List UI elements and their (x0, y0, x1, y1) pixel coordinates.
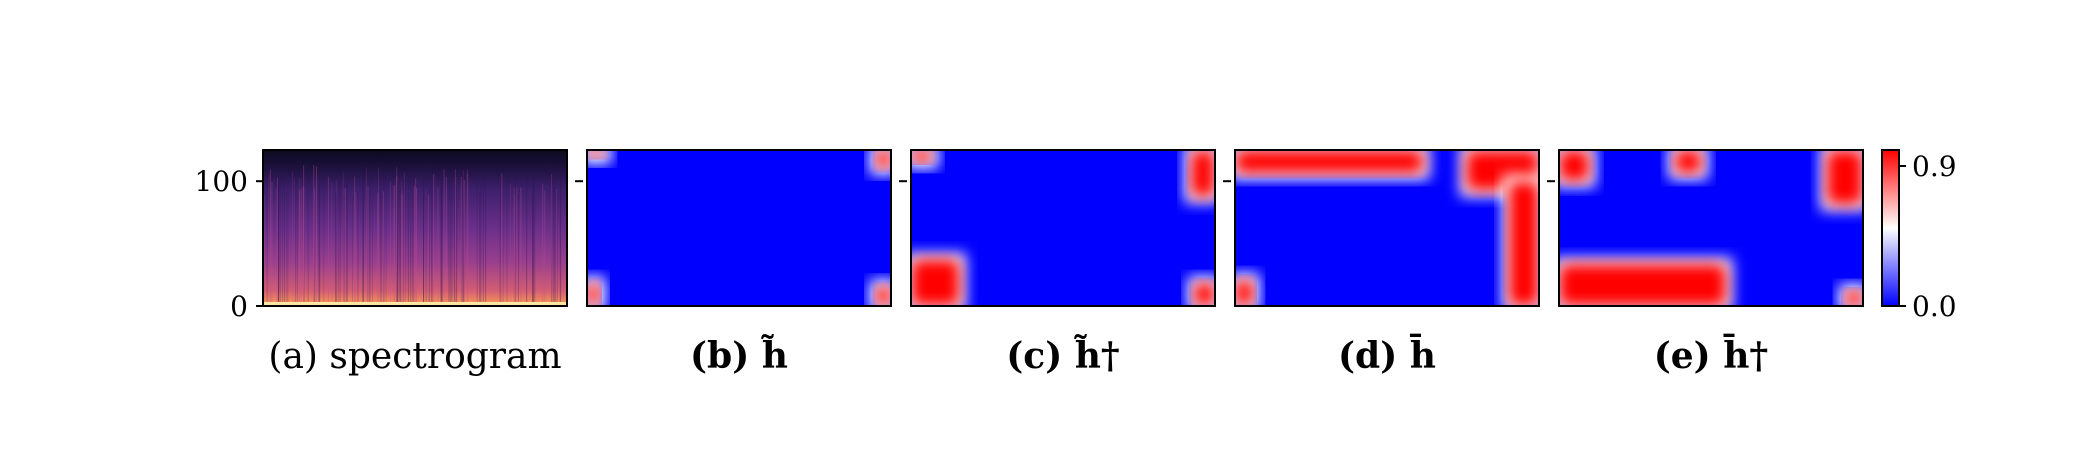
heatmap-h-tilde-dagger-hot-regions (911, 150, 1215, 306)
hot-region (1190, 150, 1215, 197)
hot-region (911, 150, 933, 163)
spectrogram-frame (262, 149, 568, 307)
caption-h-tilde: (b) h̃ (690, 335, 788, 377)
hot-region (1844, 290, 1863, 306)
hot-region (1235, 150, 1424, 174)
hot-region (911, 259, 960, 306)
caption-h-bar-dagger: (e) h̄† (1654, 333, 1769, 377)
hot-region (1826, 150, 1863, 205)
hot-region (1508, 181, 1539, 306)
caption-spectrogram: (a) spectrogram (268, 336, 561, 377)
panel-h-bar: (d) h̄ (1223, 149, 1540, 377)
hot-region (1235, 279, 1254, 306)
heatmap-h-tilde-hot-regions (587, 150, 891, 306)
y-tick-label-100: 100 (195, 165, 248, 198)
heatmap-h-tilde-dagger-frame (910, 149, 1216, 307)
colorbar-label-max: 0.9 (1912, 150, 1957, 183)
spectrogram-texture (263, 165, 567, 306)
y-tick-label-0: 0 (230, 290, 248, 323)
heatmap-h-tilde-frame (586, 149, 892, 307)
hot-region (875, 150, 891, 169)
colorbar: 0.9 0.0 (1881, 149, 1957, 323)
panel-h-tilde: (b) h̃ (575, 149, 892, 377)
panel-h-tilde-dagger: (c) h̃† (899, 149, 1216, 377)
heatmap-h-bar-dagger-hot-regions (1559, 150, 1863, 306)
hot-region (587, 282, 600, 306)
heatmap-h-bar-frame (1234, 149, 1540, 307)
hot-region (1674, 150, 1702, 174)
colorbar-label-min: 0.0 (1912, 290, 1957, 323)
spectrogram-image (263, 150, 567, 306)
caption-h-tilde-dagger: (c) h̃† (1006, 335, 1120, 377)
hot-region (1559, 263, 1727, 306)
panel-h-bar-dagger: (e) h̄† (1547, 149, 1864, 377)
hot-region (1559, 150, 1590, 182)
heatmap-h-tilde-background (587, 150, 891, 306)
colorbar-gradient (1881, 149, 1900, 307)
spectrogram-low-band (263, 302, 567, 306)
hot-region (1193, 282, 1215, 306)
heatmap-h-bar-hot-regions (1235, 150, 1539, 306)
heatmap-h-bar-dagger-frame (1558, 149, 1864, 307)
hot-region (587, 150, 606, 158)
panel-spectrogram: 0 100 (a) spectrogram (195, 149, 568, 377)
caption-h-bar: (d) h̄ (1338, 333, 1436, 377)
hot-region (875, 285, 891, 306)
